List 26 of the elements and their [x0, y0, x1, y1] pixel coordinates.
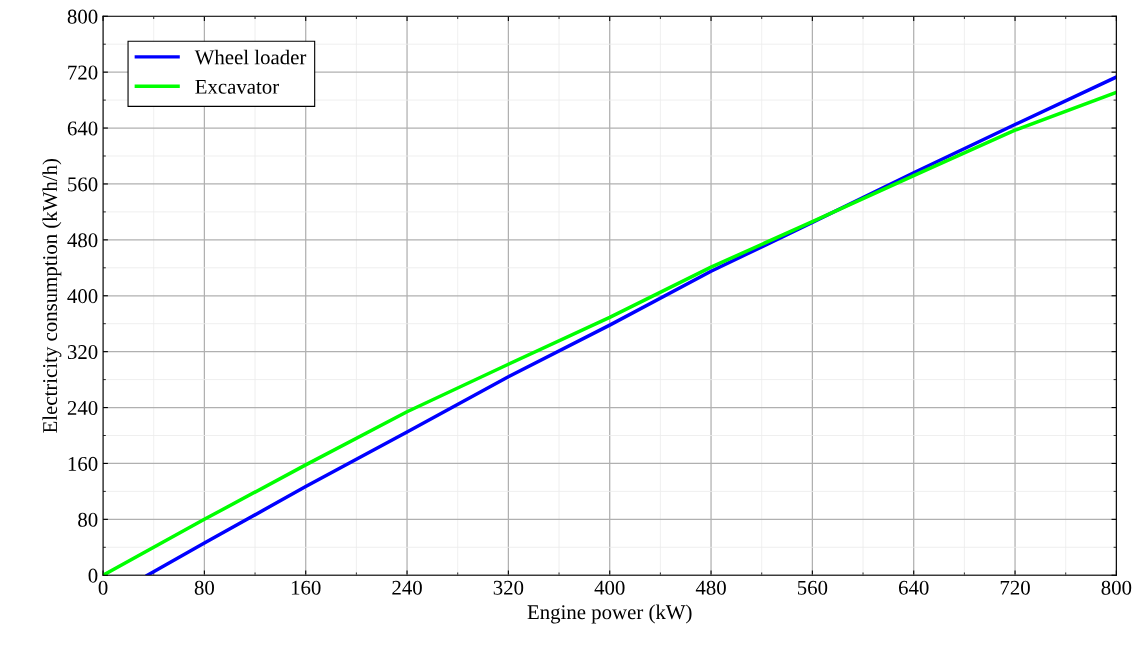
y-tick-label: 480	[67, 233, 98, 248]
y-tick-label: 240	[67, 400, 98, 415]
y-tick-label: 560	[68, 177, 98, 192]
x-tick-label: 240	[392, 580, 422, 595]
x-tick-label: 80	[194, 580, 214, 595]
x-tick-label: 720	[1000, 580, 1030, 595]
x-axis-title: Engine power (kW)	[527, 604, 692, 624]
x-tick-label: 640	[898, 580, 929, 595]
x-tick-label: 160	[291, 580, 321, 595]
y-tick-label: 320	[67, 345, 98, 360]
x-tick-label: 800	[1101, 580, 1132, 595]
y-axis-title: Electricity consumption (kWh/h)	[42, 158, 62, 433]
y-tick-label: 160	[68, 456, 98, 471]
legend-label: Excavator	[195, 79, 279, 94]
y-tick-label: 800	[67, 9, 98, 24]
y-tick-label: 640	[67, 121, 98, 136]
y-tick-label: 400	[67, 289, 98, 304]
x-tick-label: 0	[98, 580, 108, 595]
y-tick-label: 720	[68, 65, 98, 80]
legend-label: Wheel loader	[194, 49, 307, 65]
x-tick-label: 560	[797, 580, 828, 595]
y-tick-label: 0	[88, 568, 98, 583]
x-tick-label: 400	[594, 580, 625, 595]
y-tick-label: 80	[78, 512, 98, 527]
x-tick-label: 480	[695, 580, 726, 595]
x-tick-label: 320	[493, 580, 524, 595]
